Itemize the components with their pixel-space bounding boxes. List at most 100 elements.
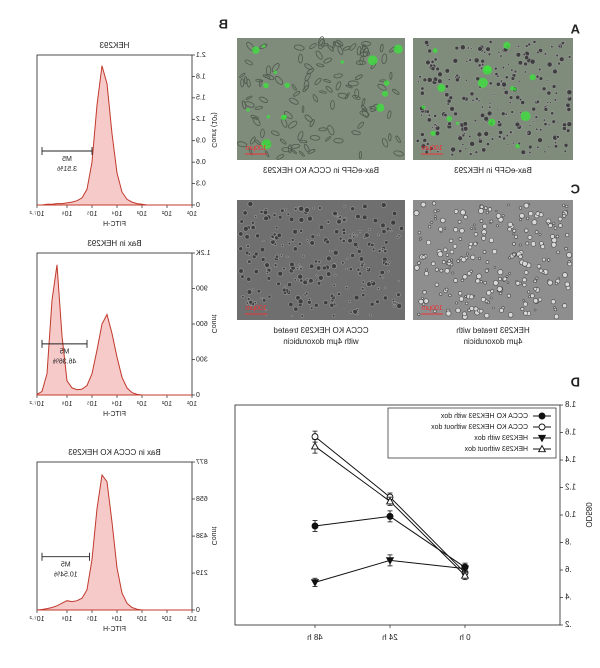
cell [546, 101, 549, 104]
cell [387, 261, 391, 264]
cell [534, 230, 539, 234]
chart-title: HEK293 [99, 41, 129, 50]
cell [484, 206, 488, 210]
cell [519, 213, 525, 219]
cell [485, 210, 489, 215]
cell [489, 296, 493, 300]
cell [549, 101, 552, 104]
cell [536, 50, 540, 55]
cell [338, 236, 343, 241]
cell [417, 312, 421, 316]
cell [430, 221, 434, 224]
cell [473, 57, 480, 64]
cell [550, 111, 555, 116]
cell [519, 218, 523, 222]
cell [550, 299, 556, 305]
cell [504, 135, 507, 138]
cell [253, 301, 257, 305]
y-axis-label: Count [210, 315, 217, 334]
cell [429, 146, 434, 151]
marker [385, 496, 395, 505]
cell [383, 286, 387, 290]
x-tick-label: 0 h [459, 633, 470, 642]
cell [475, 97, 479, 101]
cell [464, 301, 469, 306]
cell [438, 226, 443, 232]
cell [546, 90, 552, 96]
cell [304, 63, 313, 70]
cell [476, 131, 483, 138]
cell [309, 43, 317, 50]
cell [495, 81, 501, 87]
cell [247, 201, 254, 207]
cell [518, 254, 523, 259]
cell [352, 232, 355, 236]
x-tick-label: 10⁷·² [29, 401, 45, 408]
cell [314, 77, 322, 86]
cell [343, 205, 346, 208]
marker [310, 579, 320, 587]
cell [562, 214, 567, 218]
panel-label: C [570, 181, 580, 196]
cell [565, 102, 571, 108]
gfp-signal [383, 80, 390, 86]
cell [418, 238, 422, 241]
cell [361, 280, 365, 284]
cell [463, 215, 468, 220]
cell [531, 106, 537, 112]
gfp-signal [382, 90, 389, 97]
cell [545, 104, 549, 107]
marker [386, 512, 394, 520]
gfp-signal [432, 48, 438, 54]
cell [368, 228, 372, 231]
gfp-signal [376, 103, 385, 112]
cell [538, 76, 544, 81]
cell [272, 232, 277, 237]
cell [396, 235, 400, 239]
cell [514, 234, 518, 239]
cell [292, 246, 298, 252]
cell [353, 294, 360, 301]
cell [278, 215, 283, 220]
cell [506, 293, 511, 298]
cell [384, 240, 389, 245]
cell [317, 259, 322, 264]
cell [480, 66, 484, 70]
cell [420, 132, 425, 137]
cell [522, 299, 525, 302]
cell [372, 217, 379, 224]
cell [317, 233, 320, 237]
cell [370, 242, 375, 248]
cell [486, 290, 492, 296]
cell [524, 228, 529, 233]
cell [478, 257, 482, 260]
cell [552, 221, 556, 225]
cell [330, 100, 335, 110]
cell [528, 144, 533, 150]
cell [460, 44, 466, 51]
cell [366, 267, 370, 270]
cell [396, 303, 403, 309]
cell [547, 223, 553, 228]
cell [562, 203, 566, 207]
cell [547, 145, 551, 149]
cell [566, 128, 571, 133]
cell [461, 143, 465, 146]
y-axis-label: Count [210, 527, 217, 546]
cell [329, 302, 335, 308]
cell [259, 246, 266, 253]
cell [297, 263, 301, 267]
cell [434, 282, 439, 287]
gfp-signal [482, 65, 492, 75]
cell [380, 222, 386, 229]
cell [325, 239, 330, 245]
cell [530, 241, 537, 247]
cell [246, 244, 250, 248]
cell [397, 279, 401, 283]
cell [449, 249, 455, 255]
x-tick-label: 10⁴ [112, 616, 123, 623]
cell [236, 141, 248, 148]
gfp-signal [503, 41, 511, 49]
cell [506, 281, 510, 285]
